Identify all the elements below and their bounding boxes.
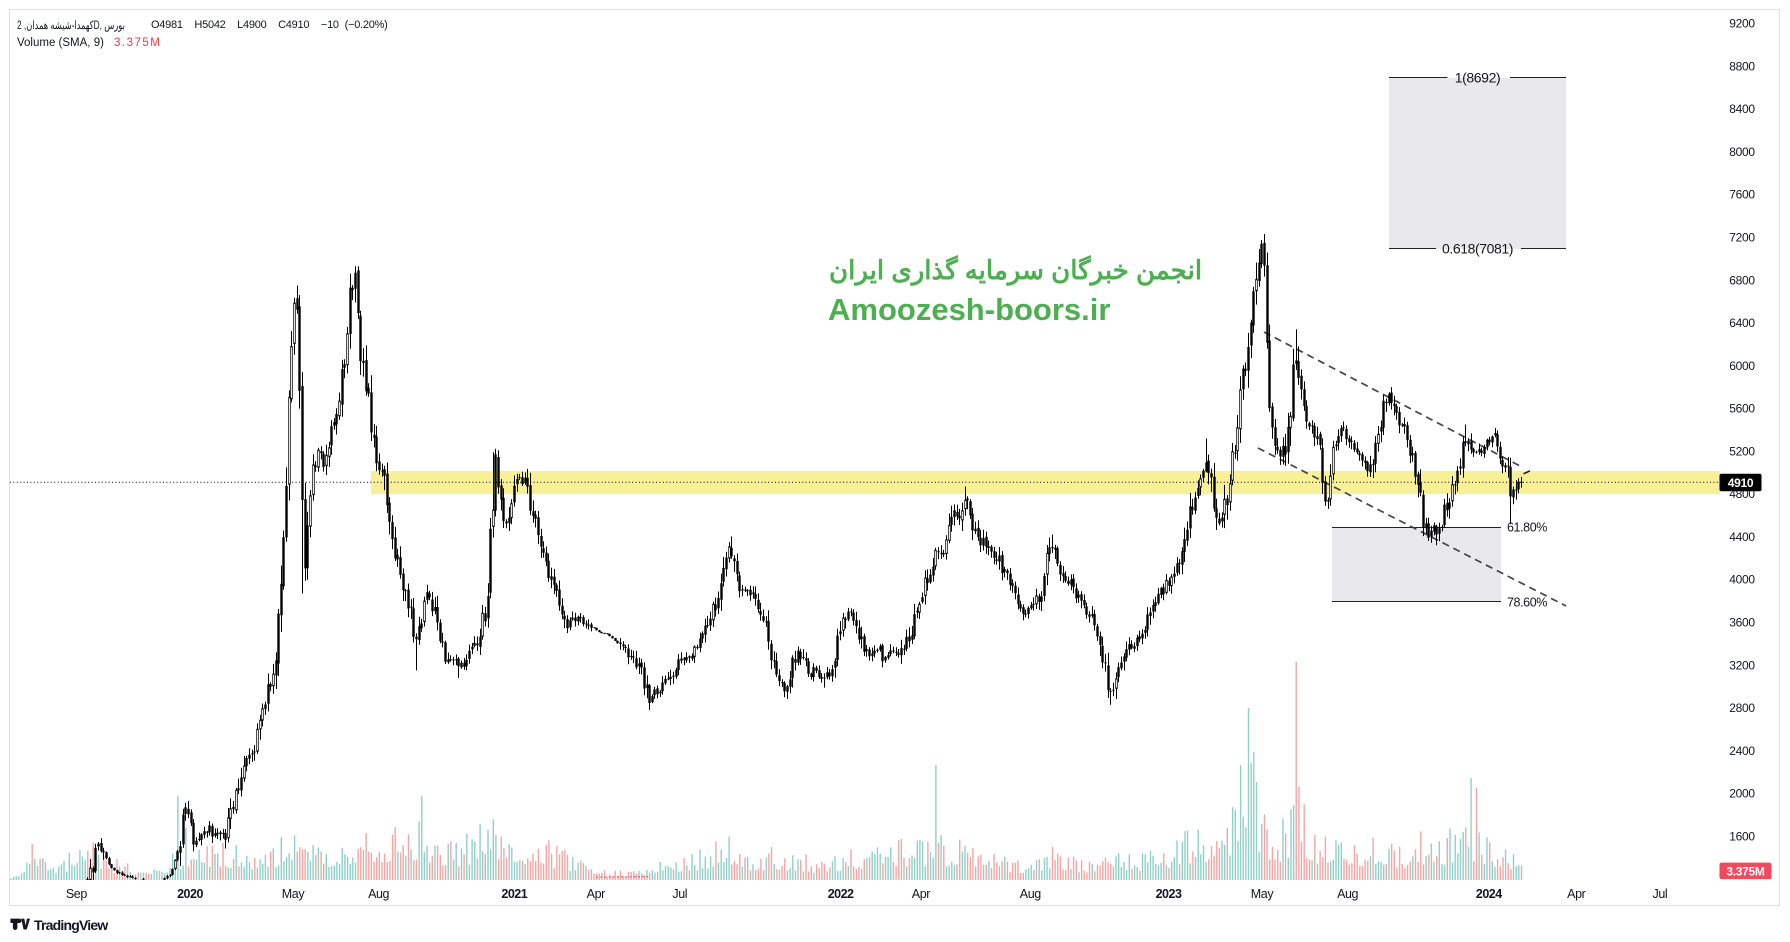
svg-text:2022: 2022: [828, 887, 854, 901]
svg-text:2000: 2000: [1729, 787, 1755, 801]
svg-text:Jul: Jul: [672, 887, 687, 901]
svg-text:2020: 2020: [177, 887, 203, 901]
svg-text:Apr: Apr: [587, 887, 605, 901]
svg-text:1600: 1600: [1729, 829, 1755, 843]
svg-text:Sep: Sep: [66, 887, 87, 901]
svg-text:6000: 6000: [1729, 359, 1755, 373]
svg-text:5600: 5600: [1729, 402, 1755, 416]
svg-text:Apr: Apr: [912, 887, 930, 901]
svg-text:Aug: Aug: [368, 887, 389, 901]
svg-text:4910: 4910: [1728, 476, 1754, 490]
svg-text:5200: 5200: [1729, 444, 1755, 458]
svg-text:7600: 7600: [1729, 188, 1755, 202]
svg-text:May: May: [1251, 887, 1275, 901]
svg-text:9200: 9200: [1729, 17, 1755, 31]
svg-text:7200: 7200: [1729, 231, 1755, 245]
svg-text:2023: 2023: [1156, 887, 1182, 901]
svg-text:2024: 2024: [1476, 887, 1502, 901]
svg-text:Aug: Aug: [1337, 887, 1358, 901]
svg-text:4000: 4000: [1729, 573, 1755, 587]
svg-text:4400: 4400: [1729, 530, 1755, 544]
svg-text:6800: 6800: [1729, 273, 1755, 287]
svg-text:3.375M: 3.375M: [1726, 864, 1765, 878]
svg-text:8000: 8000: [1729, 145, 1755, 159]
svg-text:Jul: Jul: [1653, 887, 1668, 901]
svg-text:78.60%: 78.60%: [1507, 596, 1547, 610]
svg-text:0.618(7081): 0.618(7081): [1442, 240, 1513, 256]
svg-text:3200: 3200: [1729, 658, 1755, 672]
svg-text:2400: 2400: [1729, 744, 1755, 758]
svg-text:6400: 6400: [1729, 316, 1755, 330]
svg-text:Apr: Apr: [1567, 887, 1585, 901]
svg-text:61.80%: 61.80%: [1507, 521, 1547, 535]
svg-text:1(8692): 1(8692): [1455, 69, 1500, 85]
svg-text:2021: 2021: [501, 887, 527, 901]
svg-text:Aug: Aug: [1020, 887, 1041, 901]
svg-text:3600: 3600: [1729, 616, 1755, 630]
svg-text:8800: 8800: [1729, 59, 1755, 73]
svg-text:8400: 8400: [1729, 102, 1755, 116]
svg-text:May: May: [282, 887, 306, 901]
svg-text:2800: 2800: [1729, 701, 1755, 715]
